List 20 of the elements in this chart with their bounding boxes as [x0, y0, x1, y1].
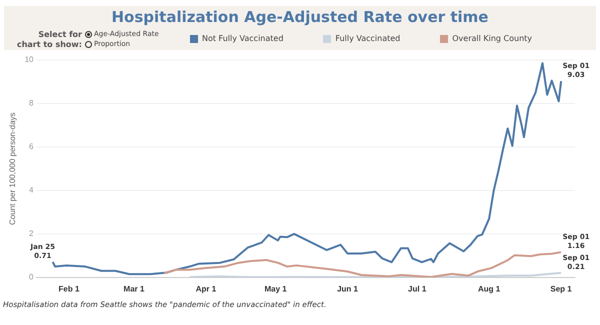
x-tick-label: May 1 [264, 284, 288, 294]
legend-label: Fully Vaccinated [335, 34, 400, 43]
x-tick-label: Apr 1 [196, 284, 217, 294]
legend-label: Overall King County [452, 34, 532, 43]
x-tick-label: Aug 1 [478, 284, 501, 294]
y-tick-label: 8 [29, 98, 34, 108]
y-tick-label: 6 [29, 142, 34, 152]
x-tick-label: Feb 1 [58, 284, 80, 294]
chart-title: Hospitalization Age-Adjusted Rate over time [110, 8, 490, 26]
x-tick-label: Sep 1 [550, 284, 572, 294]
y-axis-title: Count per 100,000 person-days [8, 112, 18, 225]
x-tick-label: Jun 1 [337, 284, 359, 294]
y-tick-label: 10 [24, 55, 34, 64]
y-tick-label: 2 [29, 229, 34, 238]
x-tick-label: Jul 1 [408, 284, 427, 294]
legend-label: Not Fully Vaccinated [202, 34, 284, 43]
x-tick-label: Mar 1 [124, 284, 145, 294]
text: Select for chart to show: [16, 30, 82, 50]
y-tick-label: 0 [29, 272, 34, 282]
y-tick-label: 4 [29, 186, 34, 195]
